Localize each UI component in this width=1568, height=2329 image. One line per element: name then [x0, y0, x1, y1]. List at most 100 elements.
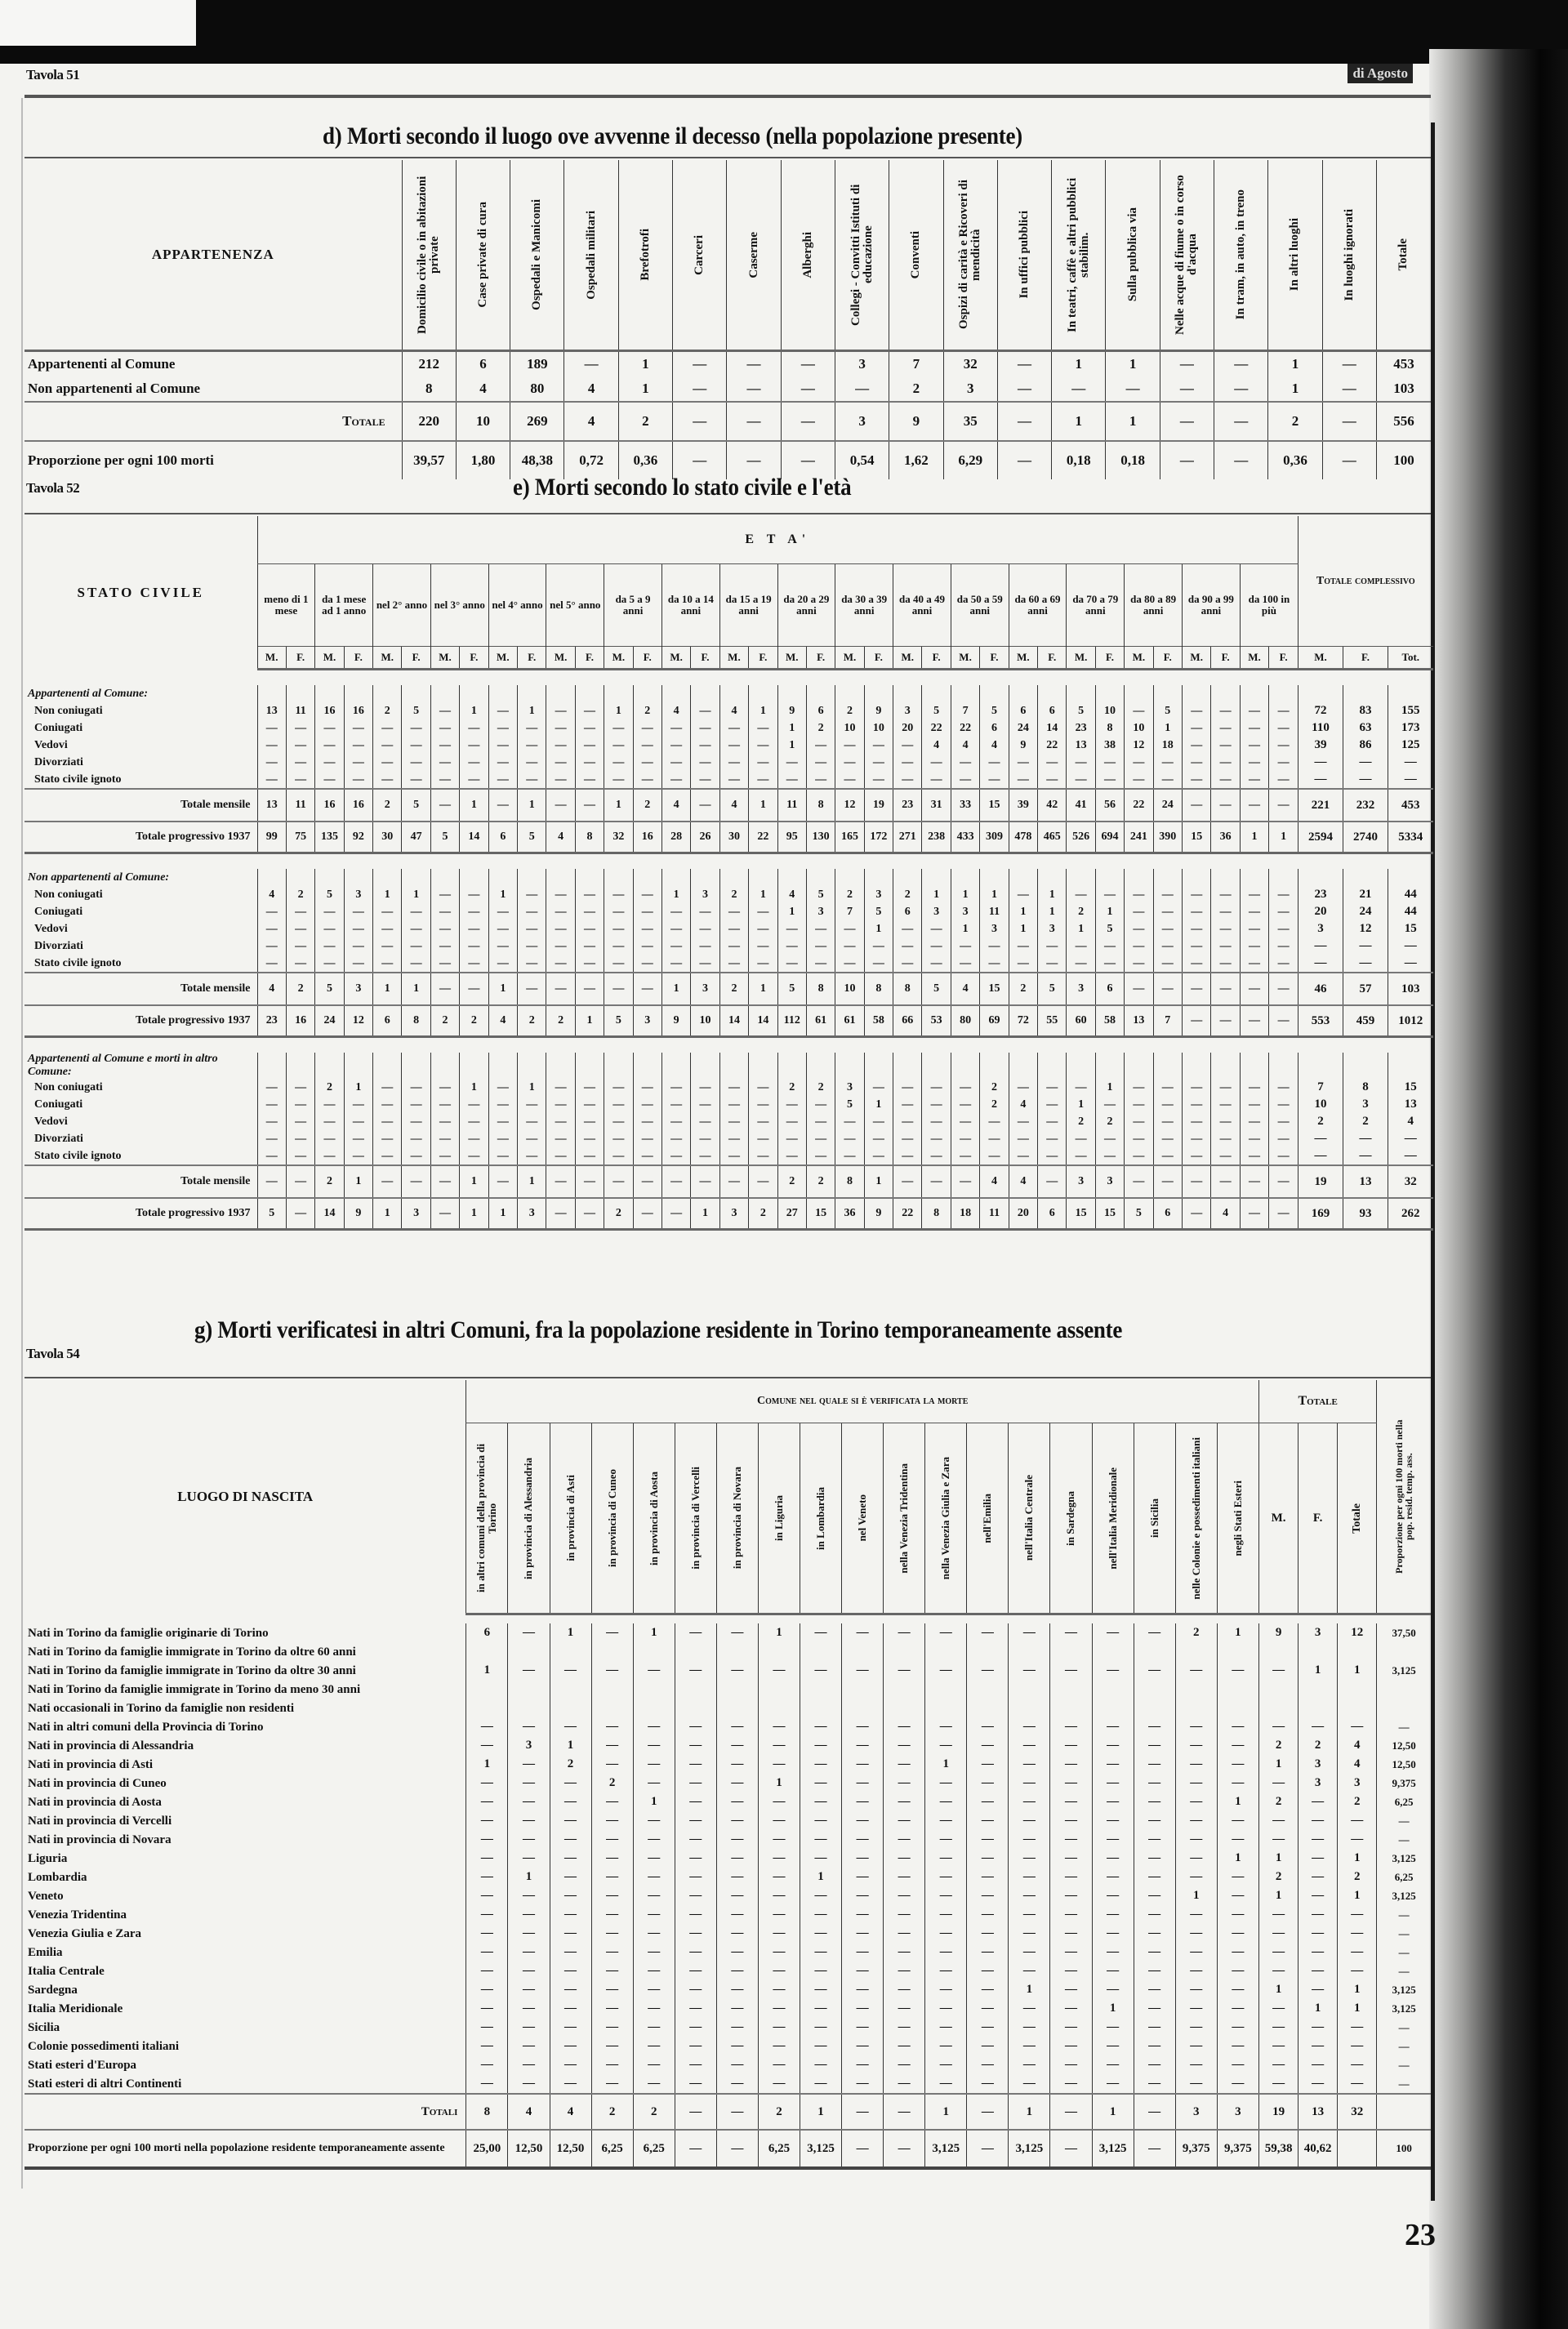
cell-value: 1: [1037, 903, 1067, 920]
row-label: Nati in provincia di Aosta: [28, 1795, 162, 1809]
cell-value: 1: [488, 1197, 518, 1231]
cell-value: —: [799, 1924, 842, 1943]
cell-value: —: [549, 1999, 592, 2018]
age-group-label: da 30 a 39 anni: [835, 563, 893, 647]
cell-value: —: [924, 1999, 967, 2018]
cell-value: —: [488, 1164, 518, 1198]
cell-value: —: [256, 771, 287, 789]
cell-value: 5: [1066, 702, 1096, 719]
cell-value: —: [549, 1980, 592, 1999]
cell-value: —: [674, 1661, 717, 1680]
total-value: 23: [1298, 886, 1343, 903]
cell-value: —: [632, 1868, 675, 1886]
cell-value: 5: [835, 1096, 865, 1113]
cell-value: —: [517, 1113, 546, 1130]
cell-value: —: [674, 2037, 717, 2055]
total-value: 44: [1388, 903, 1433, 920]
total-value: 46: [1298, 972, 1343, 1005]
cell-value: —: [632, 937, 662, 955]
empty-cell: [546, 1053, 576, 1079]
cell-value: 6,25: [632, 2129, 675, 2170]
cell-value: —: [549, 1717, 592, 1736]
total-value: 5334: [1388, 821, 1433, 854]
empty-cell: [1210, 685, 1241, 702]
cell-value: —: [674, 2093, 717, 2130]
table-row: Stato civile ignoto — — — — — — — — — — — — — — — — — — — — —…: [24, 1147, 1433, 1165]
cell-value: 1: [924, 1755, 967, 1774]
cell-value: —: [966, 2037, 1009, 2055]
total-value: —: [1258, 1924, 1298, 1943]
empty-cell: [863, 1053, 893, 1079]
cell-value: [1091, 1699, 1134, 1717]
cell-value: —: [996, 440, 1052, 479]
cell-value: —: [466, 1999, 508, 2018]
table-g-title: g) Morti verificatesi in altri Comuni, f…: [194, 1316, 1123, 1343]
cell-value: 3,125: [1091, 2129, 1134, 2170]
total-value: 2740: [1343, 821, 1388, 854]
cell-value: —: [590, 1905, 634, 1924]
cell-value: —: [517, 719, 546, 737]
cell-value: —: [1210, 1079, 1241, 1096]
cell-value: —: [314, 955, 345, 973]
cell-value: —: [1049, 2018, 1093, 2037]
cell-value: —: [1133, 2093, 1176, 2130]
sex-label: F.: [1037, 646, 1067, 670]
cell-value: 5: [314, 972, 345, 1005]
total-value: 3: [1337, 1774, 1377, 1792]
cell-value: —: [1174, 1717, 1218, 1736]
cell-value: [715, 1680, 759, 1699]
cell-value: —: [1181, 1197, 1211, 1231]
cell-value: 31: [921, 788, 951, 822]
row-label: Nati occasionali in Torino da famiglie n…: [28, 1701, 295, 1715]
cell-value: 309: [979, 821, 1009, 854]
row-label: Totale mensile: [24, 972, 257, 1005]
cell-value: —: [1066, 1130, 1096, 1147]
cell-value: —: [604, 1164, 634, 1198]
cell-value: —: [1181, 1164, 1211, 1198]
cell-value: —: [799, 1886, 842, 1905]
cell-value: —: [1210, 754, 1241, 771]
cell-value: [1008, 1680, 1050, 1699]
table-d-top-rule: [24, 157, 1431, 158]
cell-value: —: [401, 1113, 431, 1130]
sex-label: M.: [719, 646, 749, 670]
cell-value: —: [632, 1962, 675, 1980]
cell-value: —: [517, 771, 546, 789]
cell-value: —: [883, 2018, 925, 2037]
cell-value: —: [1210, 886, 1241, 903]
empty-cell: [1037, 1053, 1067, 1079]
cell-value: 15: [805, 1197, 835, 1231]
empty-cell: [256, 1053, 287, 1079]
sex-label: M.: [430, 646, 460, 670]
empty-cell: [1298, 1053, 1343, 1079]
cell-value: —: [841, 1943, 884, 1962]
cell-value: 2: [1094, 1113, 1125, 1130]
empty-cell: [1181, 869, 1211, 886]
cell-value: [632, 1680, 675, 1699]
age-group-label: da 90 a 99 anni: [1182, 563, 1241, 647]
cell-value: [1216, 1680, 1259, 1699]
cell-value: —: [921, 1096, 951, 1113]
cell-value: —: [841, 1999, 884, 2018]
column-header-label: in Sicilia: [1147, 1498, 1160, 1539]
cell-value: —: [674, 1924, 717, 1943]
cell-value: —: [517, 1147, 546, 1165]
cell-value: —: [674, 1717, 717, 1736]
cell-value: —: [488, 754, 518, 771]
total-value: 3: [1298, 1755, 1338, 1774]
total-value: 453: [1388, 788, 1433, 822]
column-header: Sulla pubblica via: [1105, 160, 1160, 352]
cell-value: —: [661, 1113, 691, 1130]
cell-value: 11: [777, 788, 807, 822]
cell-value: 1: [1091, 1999, 1134, 2018]
cell-value: 2: [285, 972, 315, 1005]
total-value: 1: [1337, 1661, 1377, 1680]
cell-value: [466, 1680, 508, 1699]
cell-value: —: [777, 937, 807, 955]
cell-value: —: [966, 1717, 1009, 1736]
proportion-value: 6,25: [1376, 1868, 1431, 1886]
gap-cell: [24, 670, 1433, 686]
column-header: in Liguria: [757, 1423, 800, 1615]
header-rule: [24, 95, 1431, 98]
cell-value: —: [1210, 937, 1241, 955]
